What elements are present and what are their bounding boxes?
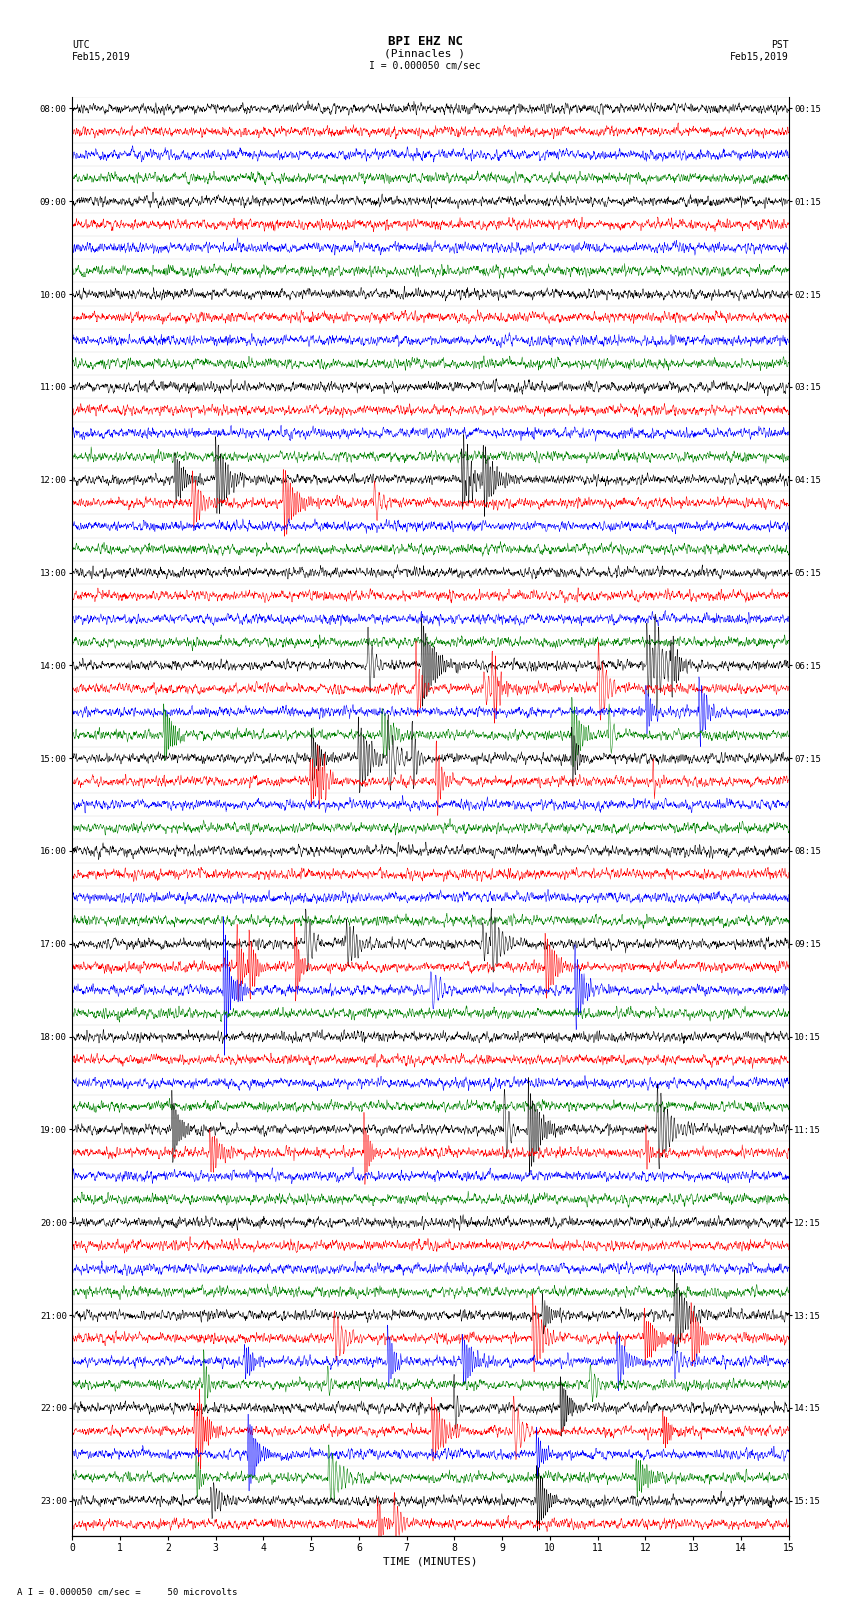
Text: I = 0.000050 cm/sec: I = 0.000050 cm/sec [369, 61, 481, 71]
Text: A I = 0.000050 cm/sec =     50 microvolts: A I = 0.000050 cm/sec = 50 microvolts [17, 1587, 237, 1597]
Text: BPI EHZ NC: BPI EHZ NC [388, 35, 462, 48]
Text: (Pinnacles ): (Pinnacles ) [384, 48, 466, 58]
Text: UTC
Feb15,2019: UTC Feb15,2019 [72, 40, 131, 61]
X-axis label: TIME (MINUTES): TIME (MINUTES) [383, 1557, 478, 1566]
Text: PST
Feb15,2019: PST Feb15,2019 [730, 40, 789, 61]
